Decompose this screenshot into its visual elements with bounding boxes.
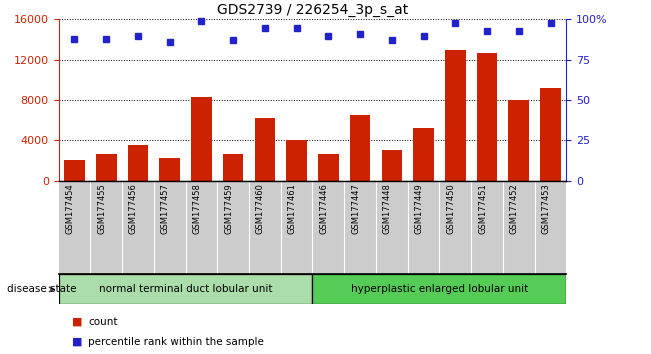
Bar [286,140,307,181]
Bar [318,154,339,181]
Text: ■: ■ [72,337,82,347]
Text: GSM177447: GSM177447 [351,183,360,234]
Text: GSM177454: GSM177454 [66,183,74,234]
Text: GSM177450: GSM177450 [447,183,455,234]
Text: GSM177458: GSM177458 [193,183,201,234]
Text: GSM177453: GSM177453 [542,183,551,234]
Bar [255,118,275,181]
Text: GSM177455: GSM177455 [97,183,106,234]
Text: GSM177460: GSM177460 [256,183,265,234]
Bar [312,274,566,304]
Text: GSM177449: GSM177449 [415,183,424,234]
Bar [64,160,85,181]
Bar [159,158,180,181]
Text: GSM177451: GSM177451 [478,183,487,234]
Text: ■: ■ [72,317,82,327]
Bar [381,150,402,181]
Title: GDS2739 / 226254_3p_s_at: GDS2739 / 226254_3p_s_at [217,3,408,17]
Bar [128,145,148,181]
Bar [445,50,465,181]
Text: disease state: disease state [7,284,76,295]
Bar [191,97,212,181]
Text: percentile rank within the sample: percentile rank within the sample [88,337,264,347]
Bar [96,154,117,181]
Bar [477,53,497,181]
Text: GSM177448: GSM177448 [383,183,392,234]
Bar [540,88,561,181]
Text: normal terminal duct lobular unit: normal terminal duct lobular unit [99,284,272,295]
Bar [59,274,312,304]
Bar [223,154,243,181]
Text: GSM177452: GSM177452 [510,183,519,234]
Text: GSM177461: GSM177461 [288,183,297,234]
Text: hyperplastic enlarged lobular unit: hyperplastic enlarged lobular unit [351,284,528,295]
Text: GSM177456: GSM177456 [129,183,138,234]
Text: GSM177459: GSM177459 [224,183,233,234]
Text: GSM177457: GSM177457 [161,183,170,234]
Bar [508,100,529,181]
Bar [350,115,370,181]
Bar [413,128,434,181]
Text: GSM177446: GSM177446 [320,183,328,234]
Text: count: count [88,317,117,327]
